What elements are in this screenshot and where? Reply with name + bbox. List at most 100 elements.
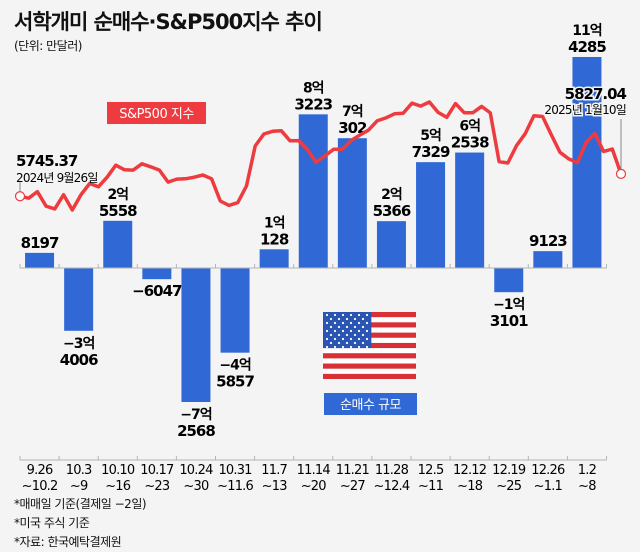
flag-star [353, 317, 357, 321]
flag-star [329, 317, 333, 321]
x-tick-label: 10.17 [140, 463, 174, 478]
flag-star [365, 337, 369, 341]
bar-eok-label: −3억 [63, 336, 94, 352]
bar-value-label: −6047 [132, 282, 182, 300]
bar-eok-label: 1억 [264, 215, 285, 231]
x-tick-label: ~25 [496, 479, 522, 494]
bar [259, 249, 289, 268]
x-tick-label: ~12.4 [374, 479, 410, 494]
flag-star [329, 325, 333, 329]
x-tick-label: 10.3 [66, 463, 92, 478]
bar-value-label: 8197 [21, 234, 59, 252]
flag-star [357, 313, 361, 317]
flag-star [337, 341, 341, 345]
sp500-line [18, 100, 623, 212]
bar-legend-box [324, 393, 417, 415]
flag-star [357, 345, 361, 349]
bar [142, 268, 172, 280]
flag-star [345, 325, 349, 329]
flag-star [345, 333, 349, 337]
flag-star [341, 337, 345, 341]
flag-star [357, 329, 361, 333]
flag-star [349, 329, 353, 333]
flag-star [333, 313, 337, 317]
x-tick-label: ~11.6 [217, 479, 253, 494]
flag-star [357, 337, 361, 341]
x-tick-label: ~20 [301, 479, 327, 494]
flag-star [349, 313, 353, 317]
bar-eok-label: −7억 [180, 407, 211, 423]
flag-stripe [323, 363, 416, 369]
flag-star [341, 313, 345, 317]
x-tick-label: ~16 [105, 479, 131, 494]
flag-star [353, 341, 357, 345]
end-date-label: 2025년 1월10일 [544, 103, 626, 117]
note: *매매일 기준(결제일 −2일) [14, 497, 147, 511]
bar-eok-label: −4억 [219, 358, 250, 374]
x-tick-label: 11.14 [297, 463, 331, 478]
bar [25, 252, 55, 268]
note: *자료: 한국예탁결제원 [14, 535, 122, 549]
flag-star [365, 313, 369, 317]
flag-star [365, 345, 369, 349]
bar-eok-label: 6억 [459, 119, 480, 135]
flag-star [361, 325, 365, 329]
flag-star [341, 345, 345, 349]
x-tick-label: ~23 [144, 479, 170, 494]
flag-star [349, 337, 353, 341]
x-tick-label: 1.2 [578, 463, 596, 478]
flag-star [337, 333, 341, 337]
flag-star [349, 321, 353, 325]
flag-star [341, 329, 345, 333]
bar-value-label: 2568 [177, 422, 215, 440]
flag-star [325, 313, 329, 317]
sp500-legend-label: S&P500 지수 [119, 107, 194, 122]
flag-star [337, 317, 341, 321]
unit-label: (단위: 만달러) [14, 39, 82, 53]
bar-eok-label: 2억 [381, 187, 402, 203]
bar [64, 268, 94, 331]
bar-value-label: 4285 [568, 38, 606, 56]
flag-star [341, 321, 345, 325]
flag-star [361, 341, 365, 345]
flag-star [361, 333, 365, 337]
bar-eok-label: 7억 [342, 104, 363, 120]
bar [376, 221, 406, 268]
x-tick-label: 11.21 [336, 463, 370, 478]
bar [103, 220, 133, 268]
flag-star [365, 321, 369, 325]
notes: *매매일 기준(결제일 −2일) *미국 주식 기준 *자료: 한국예탁결제원 [14, 495, 147, 552]
sp500-legend-box [107, 102, 206, 124]
bar-eok-label: −1억 [493, 297, 524, 313]
chart-title: 서학개미 순매수·S&P500지수 추이 [14, 10, 323, 34]
bar [494, 268, 524, 293]
bar-eok-label: 5억 [420, 128, 441, 144]
flag-stripe [323, 353, 416, 359]
flag-stripe [323, 373, 416, 379]
flag-star [345, 317, 349, 321]
flag-star [329, 341, 333, 345]
bar-value-label: 4006 [60, 351, 98, 369]
x-tick-label: ~9 [70, 479, 88, 494]
x-tick-label: 10.10 [101, 463, 135, 478]
x-tick-label: ~30 [183, 479, 209, 494]
bar-value-label: 128 [260, 230, 289, 248]
flag-star [325, 337, 329, 341]
flag-star [329, 333, 333, 337]
x-tick-label: ~13 [262, 479, 288, 494]
x-tick-label: 12.12 [453, 463, 486, 478]
bar [455, 152, 485, 268]
bar-eok-label: 2억 [107, 187, 128, 203]
x-tick-label: 12.19 [492, 463, 526, 478]
flag-star [349, 345, 353, 349]
flag-star [353, 333, 357, 337]
x-tick-label: ~10.2 [22, 479, 58, 494]
flag-star [361, 317, 365, 321]
x-tick-label: ~18 [457, 479, 483, 494]
bar [337, 138, 367, 268]
x-tick-label: ~8 [578, 479, 596, 494]
flag-star [337, 325, 341, 329]
x-tick-label: 10.31 [218, 463, 252, 478]
bar [533, 251, 563, 268]
